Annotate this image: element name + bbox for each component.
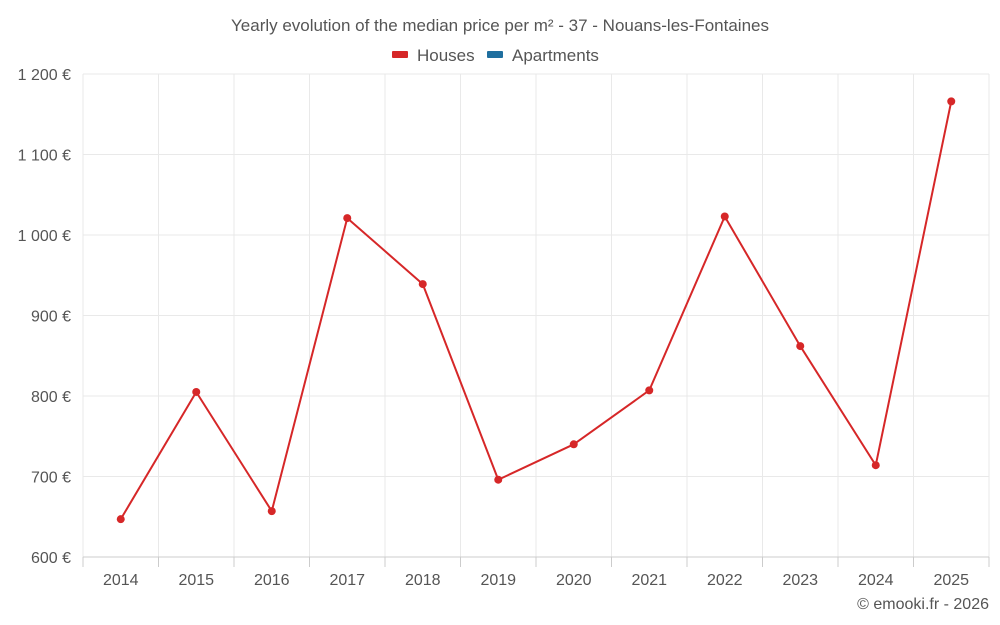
y-tick-label: 1 000 €: [18, 228, 71, 245]
y-tick-label: 800 €: [31, 389, 71, 406]
series-layer: [116, 97, 956, 524]
data-point-houses[interactable]: [343, 214, 352, 223]
data-point-houses[interactable]: [947, 97, 956, 106]
x-axis: 2014 2015 2016 2017 2018 2019 2020 2021 2022 2023…: [82, 556, 990, 589]
credit-text: © emooki.fr - 2026: [857, 596, 989, 613]
data-point-houses[interactable]: [796, 342, 805, 351]
legend: Houses Apartments: [392, 46, 599, 65]
x-tick-label: 2018: [405, 572, 441, 589]
data-point-houses[interactable]: [871, 461, 880, 470]
x-tick-label: 2024: [858, 572, 894, 589]
x-tick-label: 2020: [556, 572, 592, 589]
data-point-houses[interactable]: [720, 212, 729, 221]
y-tick-label: 600 €: [31, 550, 71, 567]
grid: [82, 73, 990, 557]
y-axis: 600 € 700 € 800 € 900 € 1 000 € 1 100 € 1 200 …: [18, 67, 71, 567]
series-houses: [116, 97, 956, 524]
legend-label-houses: Houses: [417, 46, 475, 65]
data-point-houses[interactable]: [494, 475, 503, 484]
x-tick-label: 2021: [631, 572, 667, 589]
data-point-houses[interactable]: [192, 387, 201, 396]
data-point-houses[interactable]: [418, 280, 427, 289]
x-tick-label: 2014: [103, 572, 139, 589]
x-tick-label: 2015: [178, 572, 214, 589]
x-tick-label: 2016: [254, 572, 290, 589]
legend-swatch-apartments: [487, 51, 503, 58]
data-point-houses[interactable]: [569, 440, 578, 449]
data-point-houses[interactable]: [267, 507, 276, 516]
x-tick-label: 2019: [480, 572, 516, 589]
series-line-houses: [119, 101, 953, 520]
data-point-houses[interactable]: [645, 386, 654, 395]
legend-label-apartments: Apartments: [512, 46, 599, 65]
y-tick-label: 900 €: [31, 309, 71, 326]
data-point-houses[interactable]: [116, 515, 125, 524]
x-tick-label: 2017: [329, 572, 365, 589]
x-tick-label: 2023: [782, 572, 818, 589]
y-tick-label: 700 €: [31, 470, 71, 487]
legend-item-apartments[interactable]: Apartments: [487, 46, 599, 65]
x-tick-label: 2025: [933, 572, 969, 589]
legend-swatch-houses: [392, 51, 408, 58]
legend-item-houses[interactable]: Houses: [392, 46, 475, 65]
chart-title: Yearly evolution of the median price per…: [231, 16, 769, 35]
y-tick-label: 1 100 €: [18, 148, 71, 165]
x-tick-label: 2022: [707, 572, 743, 589]
y-tick-label: 1 200 €: [18, 67, 71, 84]
